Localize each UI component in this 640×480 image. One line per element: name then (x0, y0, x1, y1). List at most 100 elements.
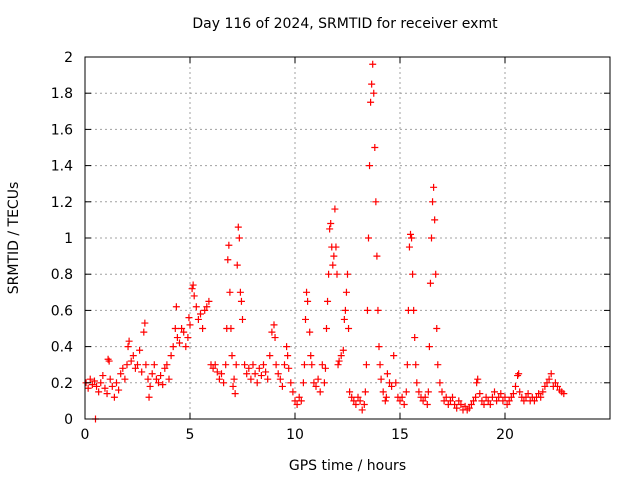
data-point (409, 270, 417, 278)
x-tick-label: 15 (391, 427, 409, 443)
data-point (251, 370, 259, 378)
data-point (185, 314, 193, 322)
data-point (539, 388, 547, 396)
data-point (220, 379, 228, 387)
data-point (234, 223, 242, 231)
data-point (374, 306, 382, 314)
data-point (145, 393, 153, 401)
data-point (361, 388, 369, 396)
data-point (480, 401, 488, 409)
data-point (136, 346, 144, 354)
data-point (407, 230, 414, 238)
data-point (509, 390, 517, 398)
data-point (363, 306, 371, 314)
data-point (472, 393, 480, 401)
data-point (99, 372, 107, 380)
data-point (507, 393, 515, 401)
data-point (436, 379, 444, 387)
data-point (228, 352, 236, 360)
data-point (362, 361, 370, 369)
data-point (287, 379, 295, 387)
data-point (283, 343, 291, 351)
data-point (424, 388, 432, 396)
data-point (358, 406, 366, 414)
data-point (314, 375, 322, 383)
data-point (299, 379, 307, 387)
data-point (467, 401, 475, 409)
data-point (188, 285, 196, 293)
data-point (237, 297, 245, 305)
data-point (226, 288, 234, 296)
data-point (366, 162, 374, 170)
data-point (278, 382, 286, 390)
data-point (545, 375, 553, 383)
data-point (515, 370, 523, 378)
data-point (505, 397, 513, 405)
data-point (192, 303, 200, 311)
data-point (476, 390, 484, 398)
data-point (190, 292, 198, 300)
data-point (451, 401, 459, 409)
data-point (410, 306, 418, 314)
data-point (341, 306, 349, 314)
data-point (182, 343, 190, 351)
data-point (405, 243, 413, 251)
data-point (180, 328, 188, 336)
data-point (442, 393, 450, 401)
data-point (530, 397, 538, 405)
data-point (346, 388, 354, 396)
data-point (232, 361, 240, 369)
data-point (211, 361, 219, 369)
data-point (333, 270, 341, 278)
y-tick-label: 0 (64, 412, 73, 428)
data-point (245, 364, 253, 372)
data-point (354, 393, 362, 401)
data-point (155, 379, 162, 387)
data-point (141, 319, 149, 327)
data-point (159, 381, 167, 389)
data-point (97, 379, 105, 387)
y-tick-label: 0.8 (51, 267, 73, 283)
data-point (236, 288, 244, 296)
data-point (488, 393, 496, 401)
data-point (370, 89, 378, 97)
data-point (335, 357, 343, 365)
data-point (415, 388, 423, 396)
data-point (129, 352, 137, 360)
data-point (138, 368, 146, 376)
data-point (398, 393, 406, 401)
data-point (93, 382, 101, 390)
tick-labels-layer: 0 5 10 15 20 0 0.2 0.4 0.6 0.8 1 1.2 1.4 1.6 1.8 2 (51, 50, 514, 443)
data-point (375, 343, 383, 351)
data-point (392, 379, 400, 387)
data-point (446, 397, 454, 405)
data-point (325, 270, 333, 278)
data-point (90, 377, 98, 385)
x-tick-label: 10 (286, 427, 304, 443)
y-tick-label: 1 (64, 231, 73, 247)
data-point (426, 279, 434, 287)
data-point (402, 388, 410, 396)
data-point (268, 328, 276, 336)
data-point (271, 334, 279, 342)
data-point (560, 390, 568, 398)
data-point (455, 397, 463, 405)
data-point (554, 382, 561, 390)
data-point (303, 288, 311, 296)
data-point (413, 379, 421, 387)
y-tick-label: 1.6 (51, 122, 73, 138)
data-point (115, 386, 123, 394)
data-point (161, 364, 169, 372)
data-point (465, 404, 473, 412)
data-point (281, 361, 288, 369)
data-point (516, 388, 524, 396)
data-point (478, 397, 486, 405)
y-tick-label: 1.8 (51, 86, 73, 102)
data-point (433, 325, 441, 332)
data-point (101, 384, 109, 392)
data-point (167, 352, 175, 360)
data-point (430, 183, 438, 191)
data-point (276, 375, 284, 383)
data-point (205, 297, 213, 305)
data-point (326, 225, 334, 233)
